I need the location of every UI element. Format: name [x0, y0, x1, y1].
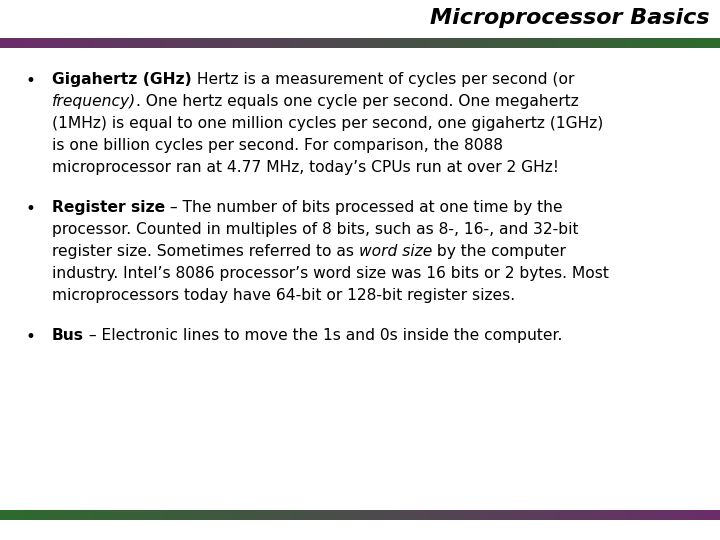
Text: (1MHz) is equal to one million cycles per second, one gigahertz (1GHz): (1MHz) is equal to one million cycles pe… — [52, 116, 603, 131]
Text: microprocessors today have 64-bit or 128-bit register sizes.: microprocessors today have 64-bit or 128… — [52, 288, 515, 303]
Text: word size: word size — [359, 244, 432, 259]
Text: •: • — [25, 72, 35, 90]
Text: Register size: Register size — [52, 200, 165, 215]
Text: processor. Counted in multiples of 8 bits, such as 8-, 16-, and 32-bit: processor. Counted in multiples of 8 bit… — [52, 222, 578, 237]
Text: •: • — [25, 328, 35, 346]
Text: •: • — [25, 200, 35, 218]
Text: . One hertz equals one cycle per second. One megahertz: . One hertz equals one cycle per second.… — [136, 94, 579, 109]
Text: frequency): frequency) — [52, 94, 136, 109]
Text: – The number of bits processed at one time by the: – The number of bits processed at one ti… — [165, 200, 563, 215]
Text: by the computer: by the computer — [432, 244, 566, 259]
Text: Gigahertz (GHz): Gigahertz (GHz) — [52, 72, 192, 87]
Text: Bus: Bus — [52, 328, 84, 343]
Text: – Electronic lines to move the 1s and 0s inside the computer.: – Electronic lines to move the 1s and 0s… — [84, 328, 562, 343]
Text: is one billion cycles per second. For comparison, the 8088: is one billion cycles per second. For co… — [52, 138, 503, 153]
Text: register size. Sometimes referred to as: register size. Sometimes referred to as — [52, 244, 359, 259]
Text: industry. Intel’s 8086 processor’s word size was 16 bits or 2 bytes. Most: industry. Intel’s 8086 processor’s word … — [52, 266, 609, 281]
Text: microprocessor ran at 4.77 MHz, today’s CPUs run at over 2 GHz!: microprocessor ran at 4.77 MHz, today’s … — [52, 160, 559, 175]
Text: Microprocessor Basics: Microprocessor Basics — [431, 8, 710, 28]
Text: Hertz is a measurement of cycles per second (or: Hertz is a measurement of cycles per sec… — [192, 72, 574, 87]
